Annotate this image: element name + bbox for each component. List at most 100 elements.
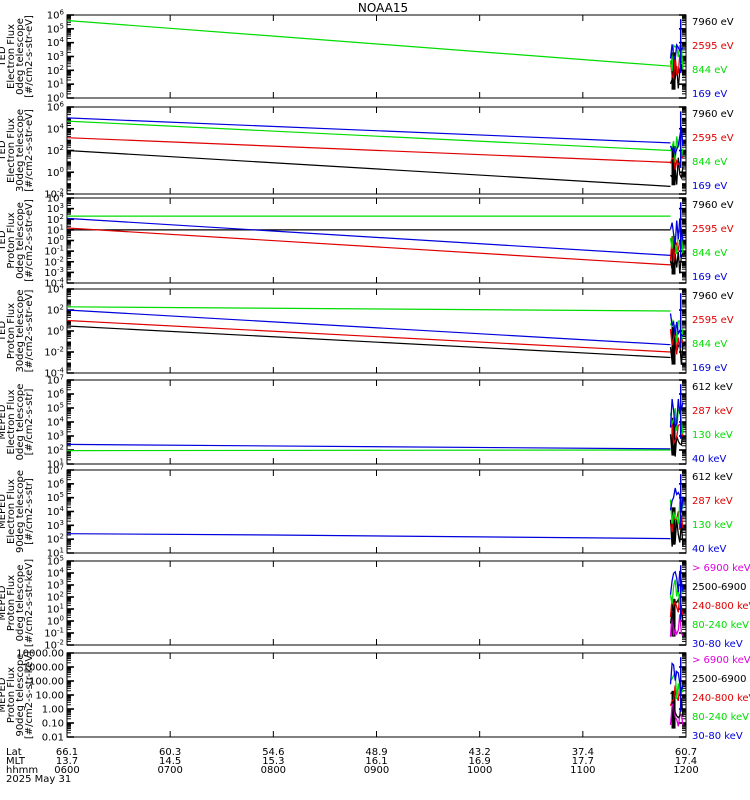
burst-block — [671, 690, 676, 729]
y-tick-label: 106 — [47, 101, 65, 114]
y-tick-label: 10000.00 — [16, 649, 64, 660]
y-tick-label: 0.10 — [42, 719, 64, 730]
y-axis-label-line: TED — [0, 230, 8, 251]
legend-entry: 169 eV — [692, 89, 727, 100]
y-axis-label-line: MEPED — [0, 494, 8, 529]
footer-tick-lat: 48.9 — [365, 747, 387, 758]
footer-tick-hhmm: 0900 — [364, 765, 389, 776]
footer-tick-mlt: 17.4 — [675, 756, 697, 767]
y-axis-label-line: [#/cm2-s-str-eV] — [24, 15, 35, 98]
y-tick-label: 10-2 — [44, 346, 64, 359]
footer-tick-mlt: 16.1 — [365, 756, 387, 767]
end-of-pass-data-burst — [669, 474, 684, 547]
footer-tick-lat: 66.1 — [56, 747, 78, 758]
legend-entry: 287 keV — [692, 406, 733, 417]
y-axis-label: MEPEDElectron Flux90deg telescope[#/cm2-… — [0, 470, 35, 553]
y-axis-label-line: 30deg telescope — [15, 289, 26, 372]
legend-entry: 130 keV — [692, 520, 733, 531]
footer-tick-hhmm: 0700 — [157, 765, 182, 776]
legend-entry: 7960 eV — [692, 291, 734, 302]
legend-entry: 287 keV — [692, 496, 733, 507]
y-axis-label-line: [#/cm2-s-str] — [24, 478, 35, 545]
legend-entry: 30-80 keV — [692, 639, 743, 650]
series-line-blue — [66, 217, 671, 256]
y-tick-label: 104 — [47, 505, 65, 518]
y-tick-label: 102 — [47, 533, 64, 546]
footer-tick-mlt: 17.7 — [572, 756, 594, 767]
y-axis-label-line: [#/cm2-s-str-eV] — [24, 199, 35, 282]
series-line-blue — [66, 309, 671, 346]
legend-entry: 2500-6900 — [692, 674, 747, 685]
footer-tick-lat: 60.3 — [159, 747, 181, 758]
end-of-pass-data-burst — [669, 202, 684, 275]
series-line-red — [66, 319, 671, 353]
y-tick-label: 102 — [47, 444, 64, 457]
y-axis-label: TEDElectron Flux30deg telescope[#/cm2-s-… — [0, 109, 35, 192]
end-of-pass-data-burst — [669, 565, 684, 637]
legend-entry: 130 keV — [692, 430, 733, 441]
legend-entry: 7960 eV — [692, 109, 734, 120]
y-tick-label: 101 — [47, 78, 64, 91]
y-tick-label: 102 — [47, 64, 64, 77]
legend-entry: 7960 eV — [692, 200, 734, 211]
y-tick-label: 105 — [47, 491, 64, 504]
footer-tick-mlt: 14.5 — [159, 756, 181, 767]
panel-frame — [66, 469, 687, 554]
y-tick-label: 103 — [47, 50, 64, 63]
y-axis-label-line: [#/cm2-s-str] — [24, 388, 35, 455]
y-axis-label-line: Proton Flux — [6, 303, 17, 359]
footer-row-label: Lat — [6, 747, 22, 758]
y-axis-label-line: 90deg telescope — [15, 470, 26, 553]
panel-legend: 7960 eV 2595 eV 844 eV 169 eV — [692, 291, 734, 374]
series-line-blue — [66, 443, 671, 450]
y-tick-label: 106 — [47, 388, 65, 401]
series-line-red — [66, 137, 671, 163]
y-tick-label: 104 — [47, 122, 65, 135]
footer-tick-mlt: 15.3 — [262, 756, 284, 767]
footer-tick-lat: 60.7 — [675, 747, 697, 758]
y-axis-label: MEPEDProton Flux0deg telescope[#/cm2-s-s… — [0, 559, 35, 647]
y-axis-label-line: [#/cm2-s-str-keV] — [24, 559, 35, 647]
legend-entry: 2595 eV — [692, 133, 734, 144]
footer-tick-hhmm: 0800 — [261, 765, 286, 776]
y-axis-label-line: 0deg telescope — [15, 565, 26, 642]
legend-entry: 169 eV — [692, 272, 727, 283]
series-line-green — [66, 19, 671, 67]
y-axis-label-line: [#/cm2-s-str-keV] — [24, 651, 35, 739]
y-axis-label-line: Proton Flux — [6, 575, 17, 631]
legend-entry: 80-240 keV — [692, 620, 749, 631]
legend-entry: 844 eV — [692, 65, 727, 76]
legend-entry: 844 eV — [692, 157, 727, 168]
y-tick-label: 100.00 — [29, 677, 64, 688]
y-axis-label-line: [#/cm2-s-str-eV] — [24, 290, 35, 373]
y-tick-label: 103 — [47, 519, 64, 532]
plot-title: NOAA15 — [358, 1, 408, 15]
series-line-green — [66, 120, 671, 152]
y-axis-label: MEPEDElectron Flux0deg telescope[#/cm2-s… — [0, 384, 35, 461]
legend-entry: 40 keV — [692, 544, 726, 555]
panel-frame — [66, 560, 687, 646]
footer-tick-hhmm: 1000 — [467, 765, 492, 776]
footer-tick-hhmm: 1100 — [570, 765, 595, 776]
y-tick-label: 102 — [47, 304, 64, 317]
legend-entry: 844 eV — [692, 339, 727, 350]
panel-legend: > 6900 keV 2500-6900 240-800 keV 80-240 keV… — [692, 563, 750, 650]
panel-frame — [66, 379, 687, 465]
footer-date: 2025 May 31 — [6, 774, 71, 785]
y-axis-label-line: MEPED — [0, 677, 8, 712]
panel-legend: 612 keV 287 keV 130 keV 40 keV — [692, 382, 733, 465]
y-tick-label: 0.01 — [42, 733, 64, 744]
y-axis-label: TEDElectron Flux0deg telescope[#/cm2-s-s… — [0, 15, 35, 98]
burst-trace — [669, 700, 684, 727]
footer-tick-hhmm: 0600 — [54, 765, 79, 776]
footer-row-label: hhmm — [6, 765, 38, 776]
y-axis-label-line: [#/cm2-s-str-eV] — [24, 109, 35, 192]
y-axis-label-line: TED — [0, 140, 8, 161]
